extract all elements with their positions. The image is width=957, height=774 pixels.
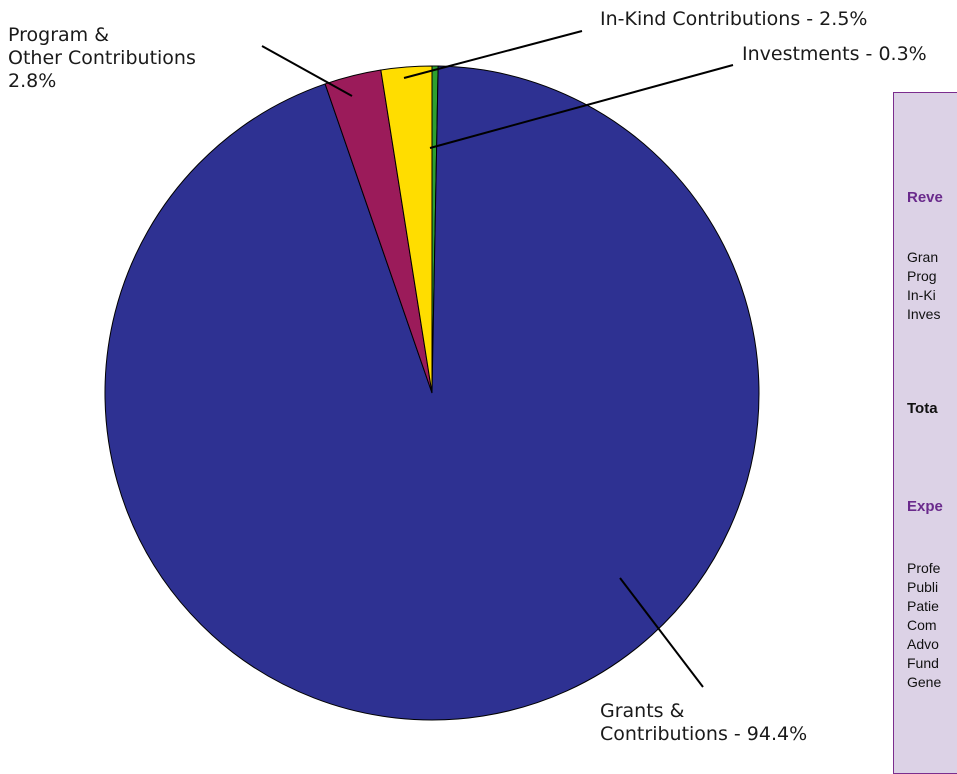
label-program-line-2: Other Contributions — [8, 47, 196, 69]
revenue-heading: Reve — [907, 189, 943, 206]
revenue-item: Prog — [907, 268, 937, 284]
label-grants-line-2: Contributions - 94.4% — [600, 723, 808, 745]
label-grants-line-1: Grants & — [600, 700, 685, 722]
revenue-item: In-Ki — [907, 287, 936, 303]
revenue-item: Gran — [907, 249, 939, 265]
pie-chart — [104, 30, 760, 721]
revenue-total-label: Tota — [907, 400, 938, 417]
expense-heading: Expe — [907, 498, 943, 515]
pie-slice-in-kind-contributions — [380, 65, 433, 394]
label-in-kind-contributions: In-Kind Contributions - 2.5% — [600, 8, 868, 30]
label-investments: Investments - 0.3% — [742, 43, 927, 65]
revenue-item: Inves — [907, 306, 941, 322]
label-program-line-1: Program & — [8, 24, 110, 46]
expense-item: Fund — [907, 655, 939, 671]
expense-item: Profe — [907, 560, 941, 576]
expense-item: Gene — [907, 674, 942, 690]
label-program-line-3: 2.8% — [8, 70, 57, 92]
financial-summary-panel: Reve Gran Prog In-Ki Inves Tota Expe Pro… — [893, 92, 957, 774]
expense-item: Com — [907, 617, 937, 633]
leader-line-grants — [619, 577, 704, 688]
label-program-other-contributions: Program & Other Contributions 2.8% — [8, 24, 196, 93]
leader-line-inkind — [403, 30, 583, 79]
leader-line-investments — [429, 64, 734, 149]
label-grants-contributions: Grants & Contributions - 94.4% — [600, 700, 807, 746]
leader-line-program — [261, 45, 353, 97]
expense-item: Publi — [907, 579, 939, 595]
expense-item: Advo — [907, 636, 939, 652]
expense-item: Patie — [907, 598, 939, 614]
